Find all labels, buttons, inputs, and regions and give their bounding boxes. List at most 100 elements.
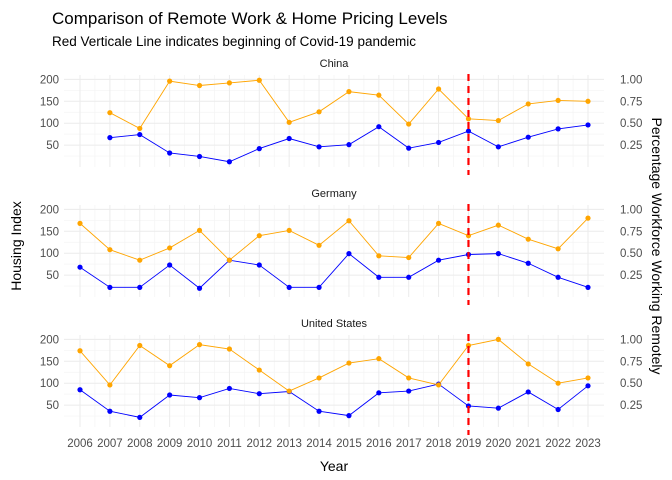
data-point [286, 119, 292, 125]
series-line [79, 338, 589, 392]
data-point [107, 135, 113, 141]
data-point [346, 89, 352, 95]
data-point [555, 126, 561, 132]
series-housing-index [77, 251, 591, 291]
data-point [525, 134, 531, 140]
data-point [346, 142, 352, 148]
data-point [167, 78, 173, 84]
data-point [435, 220, 442, 226]
data-point [286, 284, 292, 290]
data-point [525, 101, 531, 107]
data-point [167, 150, 173, 156]
data-point [316, 242, 322, 248]
data-point [346, 413, 352, 419]
data-point [316, 109, 322, 115]
data-point [465, 128, 472, 134]
data-point [77, 348, 83, 354]
data-point [346, 360, 352, 366]
x-tick-label: 2011 [217, 438, 242, 450]
data-point [196, 395, 203, 401]
data-point [107, 247, 113, 253]
x-tick-label: 2013 [276, 438, 302, 450]
data-point [316, 408, 322, 414]
data-point [286, 227, 292, 234]
data-point [167, 245, 173, 251]
data-point [226, 80, 233, 86]
data-point [495, 336, 501, 342]
y2-axis-title: Percentage Workforce Working Remotely [649, 117, 665, 374]
data-point [465, 342, 472, 349]
data-point [406, 145, 412, 151]
chart-subtitle: Red Verticale Line indicates beginning o… [52, 34, 416, 49]
y-tick-label: 200 [40, 204, 59, 216]
x-axis-ticks: 2006 2007 2008 2009 2010 2011 2012 2013 2014 2015… [67, 438, 601, 450]
x-tick-label: 2023 [575, 438, 601, 450]
x-axis-title: Year [320, 458, 349, 474]
facet-panel-2: Germany 50 100 150 200 0.25 0.50 0.75 1.00 [40, 188, 642, 305]
x-tick-label: 2006 [67, 438, 93, 450]
data-point [376, 92, 382, 98]
y2-tick-label: 1.00 [620, 74, 642, 86]
data-point [137, 125, 143, 132]
data-point [435, 139, 442, 146]
y-tick-label: 150 [40, 356, 59, 368]
x-tick-label: 2014 [306, 438, 332, 450]
data-point [585, 375, 591, 381]
data-point [196, 153, 203, 160]
data-point [226, 385, 233, 392]
data-point [435, 382, 442, 388]
y-tick-label: 200 [40, 334, 59, 346]
data-point [465, 403, 472, 409]
series-remote-share [77, 215, 591, 263]
data-point [555, 380, 561, 386]
y2-tick-label: 0.75 [620, 356, 642, 368]
y2-tick-label: 0.75 [620, 96, 642, 108]
y2-tick-label: 0.50 [620, 378, 642, 390]
data-point [316, 144, 322, 150]
series-remote-share [107, 77, 591, 132]
data-point [585, 284, 591, 290]
data-point [435, 257, 442, 263]
data-point [406, 388, 412, 394]
series-housing-index [77, 381, 591, 420]
data-point [107, 408, 113, 414]
data-point [435, 86, 442, 92]
y2-tick-label: 0.25 [620, 270, 642, 282]
data-point [406, 254, 412, 261]
x-tick-label: 2015 [336, 438, 362, 450]
data-point [525, 260, 531, 266]
data-point [167, 392, 173, 398]
facet-panel-3: United States 50 100 150 200 0.25 0.50 0.75 1.00 [40, 318, 642, 435]
x-tick-label: 2010 [187, 438, 213, 450]
data-point [107, 284, 113, 290]
data-point [316, 284, 322, 290]
data-point [376, 356, 382, 362]
y-tick-label: 150 [40, 96, 59, 108]
data-point [495, 117, 501, 124]
x-tick-label: 2016 [366, 438, 392, 450]
data-point [346, 218, 352, 224]
data-point [107, 382, 113, 388]
data-point [525, 236, 531, 242]
data-point [376, 274, 382, 280]
data-point [286, 388, 292, 394]
data-point [406, 274, 412, 280]
facet-label: China [320, 58, 350, 70]
x-tick-label: 2008 [127, 438, 153, 450]
data-point [256, 367, 262, 373]
facet-label: Germany [311, 188, 357, 200]
data-point [226, 257, 233, 263]
data-point [555, 274, 561, 280]
series-housing-index [107, 122, 591, 165]
data-point [376, 253, 382, 259]
data-point [137, 257, 143, 263]
data-point [256, 391, 262, 397]
data-point [256, 77, 262, 83]
data-point [196, 285, 203, 291]
series-line [79, 383, 589, 418]
data-point [77, 264, 83, 270]
data-point [585, 383, 591, 389]
data-point [406, 375, 412, 381]
data-point [167, 363, 173, 369]
data-point [137, 284, 143, 290]
